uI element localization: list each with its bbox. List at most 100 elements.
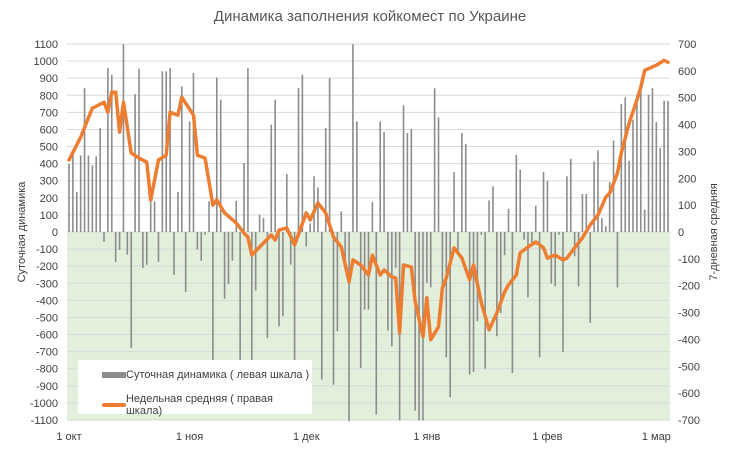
x-tick-label: 1 янв	[413, 431, 440, 443]
y-tick-right: -400	[678, 334, 700, 346]
daily-bar	[464, 143, 467, 232]
daily-bar	[227, 232, 230, 284]
daily-bar	[180, 86, 183, 232]
weekly-average-line	[67, 58, 670, 342]
legend-swatch-bar	[102, 372, 126, 378]
daily-bar	[359, 232, 362, 368]
daily-bar	[468, 232, 471, 375]
daily-bar	[153, 201, 156, 232]
daily-bar	[305, 232, 308, 247]
legend: Суточная динамика ( левая шкала ) Недель…	[78, 360, 312, 417]
y-tick-right: -700	[678, 415, 700, 427]
y-tick-left: -900	[36, 381, 58, 393]
daily-bar	[391, 232, 393, 347]
y-axis-right-title: 7-дневная средняя	[708, 183, 720, 281]
daily-bar	[624, 97, 627, 232]
daily-bar	[216, 77, 218, 232]
daily-bar	[348, 232, 350, 422]
legend-label-weekly: Недельная средняя ( правая шкала)	[125, 393, 273, 417]
daily-bar	[531, 232, 533, 243]
daily-bar	[204, 232, 206, 235]
daily-bar	[461, 133, 463, 232]
y-tick-left: 900	[40, 73, 58, 85]
daily-bar	[527, 232, 529, 298]
daily-bar	[402, 105, 405, 232]
y-tick-right: 300	[678, 146, 696, 158]
daily-bar	[258, 214, 261, 232]
daily-bar	[667, 100, 669, 232]
daily-bar	[173, 232, 175, 275]
daily-bar	[344, 232, 346, 267]
daily-bar	[554, 232, 557, 287]
daily-bar	[243, 162, 245, 232]
y-tick-left: 700	[40, 107, 58, 119]
daily-bar	[663, 100, 665, 232]
daily-bar	[515, 154, 518, 232]
daily-bar	[647, 94, 650, 232]
daily-bar	[581, 194, 584, 232]
daily-bar	[138, 68, 140, 232]
daily-bar	[83, 88, 86, 232]
daily-bar	[235, 200, 238, 232]
daily-bar	[534, 205, 537, 232]
daily-bar	[410, 128, 413, 232]
daily-bar	[453, 172, 455, 232]
daily-bar	[91, 165, 94, 232]
daily-bar	[293, 232, 296, 361]
daily-bar	[569, 158, 572, 232]
legend-item-weekly: Недельная средняя ( правая шкала)	[102, 393, 312, 417]
daily-bar	[68, 163, 70, 232]
daily-bar	[274, 99, 276, 232]
y-tick-left: -800	[36, 364, 58, 376]
y-tick-left: -300	[36, 278, 58, 290]
daily-bar	[480, 232, 483, 235]
daily-bar	[200, 232, 203, 261]
daily-bar	[445, 232, 448, 358]
y-tick-left: 100	[40, 210, 58, 222]
y-tick-left: 600	[40, 124, 58, 136]
y-tick-left: 1000	[34, 56, 58, 68]
y-tick-left: -700	[36, 347, 58, 359]
y-tick-right: -600	[678, 388, 700, 400]
daily-bar	[270, 124, 273, 232]
daily-bar	[149, 201, 152, 232]
daily-bar	[488, 200, 490, 232]
daily-bar	[601, 217, 603, 232]
x-tick-label: 1 ноя	[176, 431, 203, 443]
daily-bar	[558, 232, 560, 235]
y-tick-left: -400	[36, 295, 58, 307]
daily-bar	[496, 232, 498, 337]
daily-bar	[651, 88, 654, 232]
daily-bar	[340, 211, 343, 232]
daily-bar	[608, 182, 611, 232]
daily-bar	[562, 232, 564, 352]
daily-bar	[604, 226, 607, 232]
daily-bar	[134, 94, 136, 233]
daily-bar	[99, 128, 101, 232]
daily-bar	[332, 232, 335, 385]
daily-bar	[254, 232, 257, 291]
daily-bar	[414, 232, 416, 411]
y-tick-right: 100	[678, 200, 696, 212]
daily-bar	[212, 232, 214, 361]
daily-bar	[208, 201, 210, 232]
daily-bar	[239, 232, 241, 361]
daily-bar	[507, 208, 510, 232]
y-tick-right: 600	[678, 66, 696, 78]
daily-bar	[297, 88, 300, 232]
daily-bar	[107, 68, 109, 233]
daily-bar	[632, 119, 634, 232]
daily-bar	[375, 232, 378, 415]
daily-bar	[157, 232, 160, 262]
daily-bar	[219, 99, 222, 232]
daily-bar	[282, 232, 284, 317]
y-tick-left: -600	[36, 330, 58, 342]
y-tick-right: -100	[678, 254, 700, 266]
daily-bar	[566, 176, 568, 232]
y-tick-left: -200	[36, 261, 58, 273]
daily-bar	[593, 161, 595, 232]
daily-bar	[110, 74, 113, 232]
daily-bar	[231, 232, 234, 261]
daily-bar	[577, 232, 580, 287]
legend-label-daily: Суточная динамика ( левая шкала )	[126, 369, 310, 381]
